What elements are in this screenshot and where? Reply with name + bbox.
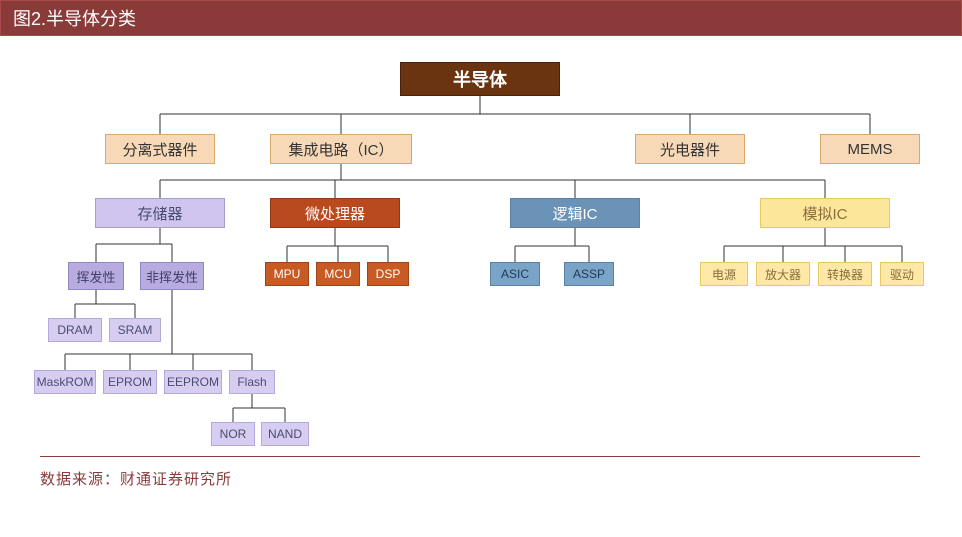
- node-nor: NOR: [211, 422, 255, 446]
- node-vol: 挥发性: [68, 262, 124, 290]
- node-drive: 驱动: [880, 262, 924, 286]
- node-conv: 转换器: [818, 262, 872, 286]
- node-assp: ASSP: [564, 262, 614, 286]
- node-mpu: MPU: [265, 262, 309, 286]
- diagram-canvas: 半导体分离式器件 集成电路（IC） 光电器件 MEMS 存储器 微处理器 逻辑IC 模拟IC 挥…: [0, 40, 962, 460]
- node-maskrom: MaskROM: [34, 370, 96, 394]
- node-root: 半导体: [400, 62, 560, 96]
- node-mems: MEMS: [820, 134, 920, 164]
- node-opto: 光电器件: [635, 134, 745, 164]
- node-amp: 放大器: [756, 262, 810, 286]
- node-nand: NAND: [261, 422, 309, 446]
- node-eprom: EPROM: [103, 370, 157, 394]
- node-nonvol: 非挥发性: [140, 262, 204, 290]
- figure-title: 图2.半导体分类: [13, 9, 136, 29]
- node-micro: 微处理器: [270, 198, 400, 228]
- node-dsp: DSP: [367, 262, 409, 286]
- node-dram: DRAM: [48, 318, 102, 342]
- node-memory: 存储器: [95, 198, 225, 228]
- node-flash: Flash: [229, 370, 275, 394]
- node-discrete: 分离式器件: [105, 134, 215, 164]
- footer-source: 数据来源：财通证券研究所: [40, 468, 232, 489]
- node-ic: 集成电路（IC）: [270, 134, 412, 164]
- node-logic: 逻辑IC: [510, 198, 640, 228]
- connector-lines: [0, 40, 962, 460]
- node-power: 电源: [700, 262, 748, 286]
- node-analog: 模拟IC: [760, 198, 890, 228]
- figure-title-bar: 图2.半导体分类: [0, 0, 962, 36]
- node-asic: ASIC: [490, 262, 540, 286]
- node-eeprom: EEPROM: [164, 370, 222, 394]
- node-sram: SRAM: [109, 318, 161, 342]
- node-mcu: MCU: [316, 262, 360, 286]
- footer-divider: [40, 456, 920, 457]
